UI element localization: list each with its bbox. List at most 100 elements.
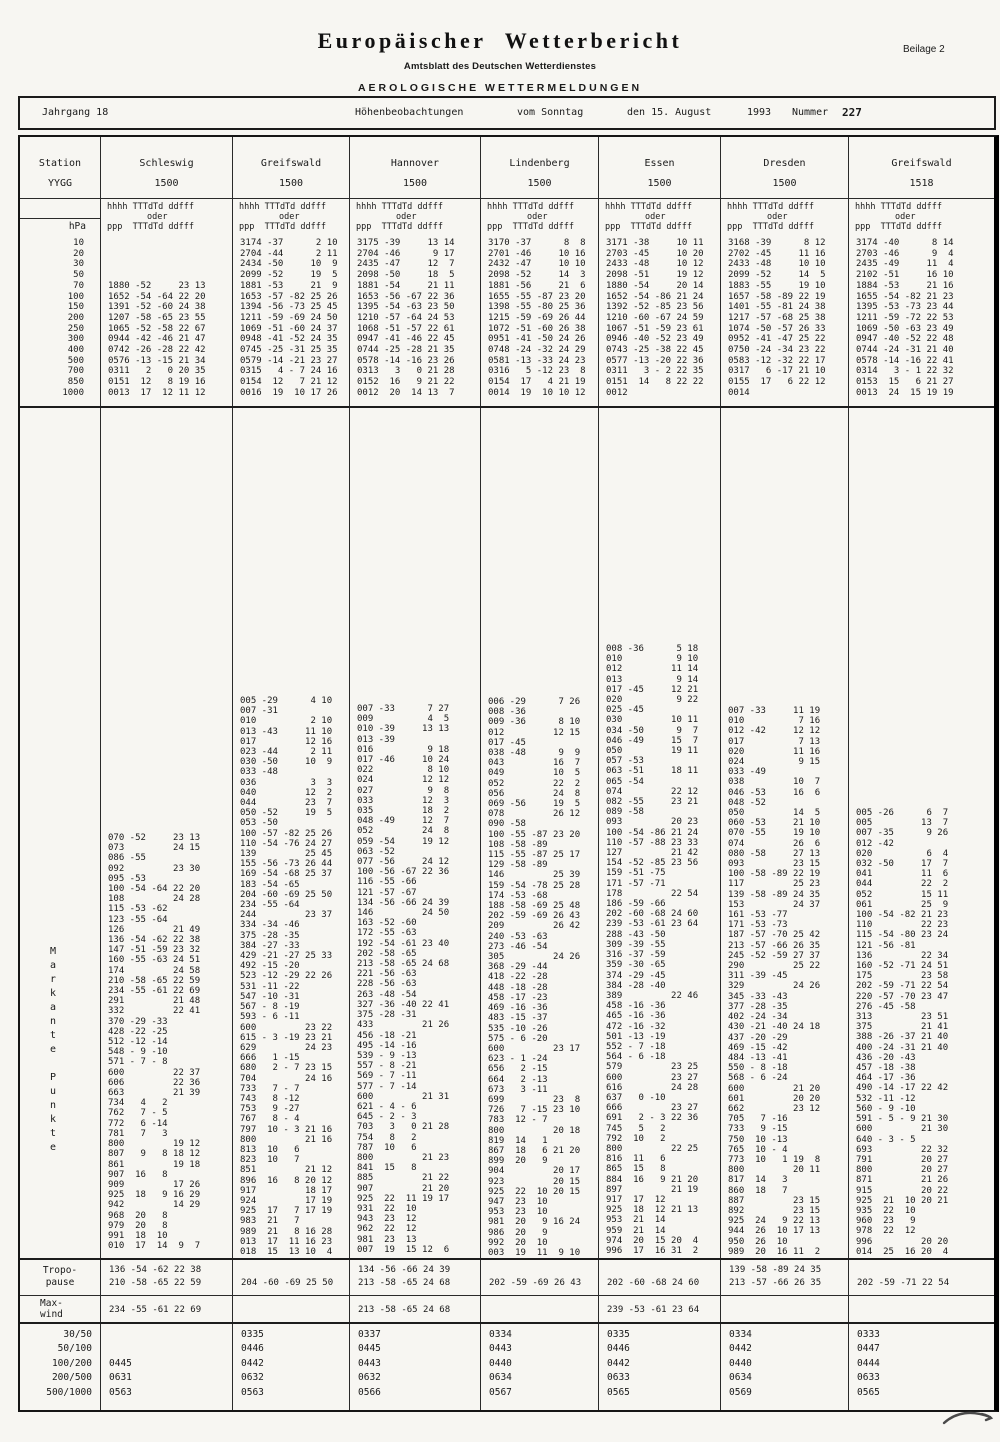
ratios-data-essen-4: 0335 0446 0442 0633 0565 (598, 1324, 720, 1410)
station-header-hannover-2: Hannover 1500 (349, 137, 480, 198)
station-header-schleswig-0: Schleswig 1500 (100, 137, 232, 198)
upper-data-essen-4: 3171 -38 10 11 2703 -45 10 20 2433 -48 1… (598, 233, 720, 406)
observation-day: vom Sonntag (517, 107, 584, 118)
masthead: Europäischer Wetterbericht Amtsblatt des… (0, 28, 1000, 94)
observation-label: Höhenbeobachtungen (355, 107, 464, 118)
format-header-line: oder (527, 212, 548, 222)
station-header-essen-4: Essen 1500 (598, 137, 720, 198)
tropopause-label: Tropo- pause (20, 1260, 100, 1295)
section-title: AEROLOGISCHE WETTERMELDUNGEN (357, 82, 643, 94)
maxwind-data-dresden-5 (720, 1296, 848, 1322)
ratios-data-schleswig-0: 0445 0631 0563 (100, 1324, 232, 1410)
upper-data-lindenberg-3: 3170 -37 8 8 2701 -46 10 16 2432 -47 10 … (480, 233, 598, 406)
format-header-hannover-2: hhhh TTTdTd ddfff oder ppp TTTdTd ddfff (349, 199, 480, 233)
row-lower: M a r k a n t e P u n k t e 070 -52 23 1… (20, 406, 994, 1258)
ratio-labels: 30/50 50/100 100/200 200/500 500/1000 (46, 1329, 92, 1398)
format-header-line: ppp TTTdTd ddfff (107, 222, 194, 232)
yygg-label: YYGG (47, 178, 73, 189)
upper-data-greifswald-1: 3174 -37 2 10 2704 -44 2 11 2434 -50 10 … (232, 233, 349, 406)
page-title: Europäischer Wetterbericht (317, 28, 683, 53)
ratios-data-lindenberg-3: 0334 0443 0440 0634 0567 (480, 1324, 598, 1410)
nummer-label: Nummer (792, 107, 829, 118)
maxwind-data-greifswald-6 (848, 1296, 994, 1322)
maxwind-label: Max- wind (20, 1296, 100, 1322)
format-header-line: oder (767, 212, 788, 222)
jahrgang-label: Jahrgang 18 (42, 107, 109, 118)
tropopause-data-greifswald-6: 202 -59 -71 22 54 (848, 1260, 994, 1295)
ratios-data-greifswald-1: 0335 0446 0442 0632 0563 (232, 1324, 349, 1410)
format-header-line: hhhh TTTdTd ddfff (605, 202, 692, 212)
format-header-line: oder (895, 212, 916, 222)
row-ratios: 30/50 50/100 100/200 200/500 500/1000 04… (20, 1322, 994, 1410)
markante-punkte-label: M a r k a n t e P u n k t e (50, 946, 57, 1153)
format-header-line: ppp TTTdTd ddfff (356, 222, 443, 232)
station-yygg: 1500 (154, 178, 179, 189)
ratios-data-hannover-2: 0337 0445 0443 0632 0566 (349, 1324, 480, 1410)
scan-artifact (942, 1411, 994, 1425)
beilage-label: Beilage 2 (903, 44, 945, 55)
nummer-value: 227 (842, 106, 862, 119)
station-header-dresden-5: Dresden 1500 (720, 137, 848, 198)
format-header-schleswig-0: hhhh TTTdTd ddfff oder ppp TTTdTd ddfff (100, 199, 232, 233)
row-maxwind: Max- wind 234 -55 -61 22 69 213 -58 -65 2… (20, 1295, 994, 1322)
format-header-line: oder (396, 212, 417, 222)
format-header-greifswald-1: hhhh TTTdTd ddfff oder ppp TTTdTd ddfff (232, 199, 349, 233)
maxwind-data-greifswald-1 (232, 1296, 349, 1322)
tropopause-data-greifswald-1: 204 -60 -69 25 50 (232, 1260, 349, 1295)
maxwind-label-line1: Max- (40, 1298, 63, 1309)
lower-data-lindenberg-3: 006 -29 7 26 008 -36 009 -36 8 10 012 12… (480, 408, 598, 1258)
lower-data-schleswig-0: 070 -52 23 13 073 24 15 086 -55 092 23 3… (100, 408, 232, 1258)
format-header-essen-4: hhhh TTTdTd ddfff oder ppp TTTdTd ddfff (598, 199, 720, 233)
row-format: hPa hhhh TTTdTd ddfff oder ppp TTTdTd ddff… (20, 198, 994, 233)
row-upper: 10 20 30 50 70 100 150 200 250 300 400 5… (20, 233, 994, 406)
upper-data-dresden-5: 3168 -39 8 12 2702 -45 11 16 2433 -48 10… (720, 233, 848, 406)
format-header-line: hhhh TTTdTd ddfff (727, 202, 814, 212)
format-header-line: ppp TTTdTd ddfff (727, 222, 814, 232)
observation-date: den 15. August (627, 107, 712, 118)
issue-header-box: Jahrgang 18 Höhenbeobachtungen vom Sonnt… (18, 96, 996, 130)
page-subtitle: Amtsblatt des Deutschen Wetterdienstes (403, 61, 597, 72)
station-label-cell: Station YYGG (20, 137, 100, 198)
weather-table: Station YYGG Schleswig 1500 Greifswald 1500… (18, 135, 999, 1412)
station-yygg: 1500 (772, 178, 797, 189)
station-name: Greifswald (260, 158, 322, 169)
station-name: Schleswig (139, 158, 194, 169)
maxwind-data-schleswig-0: 234 -55 -61 22 69 (100, 1296, 232, 1322)
lower-data-greifswald-1: 005 -29 4 10 007 -31 010 2 10 013 -43 11… (232, 408, 349, 1258)
format-header-greifswald-6: hhhh TTTdTd ddfff oder ppp TTTdTd ddfff (848, 199, 994, 233)
format-header-dresden-5: hhhh TTTdTd ddfff oder ppp TTTdTd ddfff (720, 199, 848, 233)
format-header-lindenberg-3: hhhh TTTdTd ddfff oder ppp TTTdTd ddfff (480, 199, 598, 233)
format-header-line: hhhh TTTdTd ddfff (855, 202, 942, 212)
format-header-line: oder (645, 212, 666, 222)
maxwind-label-line2: wind (40, 1309, 63, 1320)
station-header-greifswald-6: Greifswald 1518 (848, 137, 994, 198)
station-name: Greifswald (891, 158, 952, 169)
tropopause-data-essen-4: 202 -60 -68 24 60 (598, 1260, 720, 1295)
format-header-line: hhhh TTTdTd ddfff (487, 202, 574, 212)
tropopause-label-line1: Tropo- (42, 1265, 78, 1276)
upper-data-schleswig-0: 1880 -52 23 13 1652 -54 -64 22 20 1391 -… (100, 233, 232, 406)
row-tropo: Tropo- pause 136 -54 -62 22 38 210 -58 -… (20, 1258, 994, 1295)
lower-data-greifswald-6: 005 -26 6 7 005 13 7 007 -35 9 26 012 -4… (848, 408, 994, 1258)
ratios-data-greifswald-6: 0333 0447 0444 0633 0565 (848, 1324, 994, 1410)
ratios-data-dresden-5: 0334 0442 0440 0634 0569 (720, 1324, 848, 1410)
format-header-line: ppp TTTdTd ddfff (605, 222, 692, 232)
upper-data-greifswald-6: 3174 -40 8 14 2703 -46 9 4 2435 -49 11 4… (848, 233, 994, 406)
station-yygg: 1500 (278, 178, 304, 189)
hpa-label: hPa (20, 218, 100, 233)
format-header-line: hhhh TTTdTd ddfff (356, 202, 443, 212)
station-label: Station (38, 158, 82, 169)
lower-data-dresden-5: 007 -33 11 19 010 7 16 012 -42 12 12 017… (720, 408, 848, 1258)
levels-list: 10 20 30 50 70 100 150 200 250 300 400 5… (62, 238, 84, 398)
observation-year: 1993 (747, 107, 772, 118)
station-name: Hannover (390, 158, 440, 169)
row-stations: Station YYGG Schleswig 1500 Greifswald 1500… (20, 137, 994, 198)
station-name: Lindenberg (509, 158, 570, 169)
tropopause-data-dresden-5: 139 -58 -89 24 35 213 -57 -66 26 35 (720, 1260, 848, 1295)
format-header-line: ppp TTTdTd ddfff (855, 222, 942, 232)
tropopause-data-schleswig-0: 136 -54 -62 22 38 210 -58 -65 22 59 (100, 1260, 232, 1295)
lower-data-essen-4: 008 -36 5 18 010 9 10 012 11 14 013 9 14… (598, 408, 720, 1258)
tropopause-data-lindenberg-3: 202 -59 -69 26 43 (480, 1260, 598, 1295)
format-header-line: oder (279, 212, 300, 222)
